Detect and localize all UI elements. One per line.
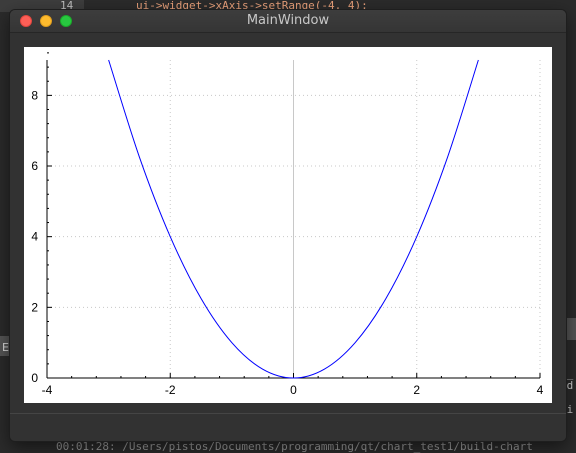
x-tick-label: -4 bbox=[42, 383, 53, 397]
application-output-line: 00:01:28: /Users/pistos/Documents/progra… bbox=[56, 440, 533, 453]
y-tick-label: 6 bbox=[31, 159, 38, 173]
editor-code-line[interactable]: ui->widget->xAxis->setRange(-4, 4); bbox=[136, 0, 368, 12]
maximize-button[interactable] bbox=[60, 15, 72, 27]
grid-lines bbox=[46, 60, 541, 378]
chart: -4 -2 0 2 4 0 2 4 6 8 bbox=[31, 52, 544, 397]
y-tick-label: 0 bbox=[31, 371, 38, 385]
x-tick-label: -2 bbox=[165, 383, 176, 397]
x-tick-label: 2 bbox=[413, 383, 420, 397]
window-title: MainWindow bbox=[246, 13, 330, 28]
x-tick-label: 4 bbox=[537, 383, 544, 397]
series-line bbox=[108, 59, 479, 379]
editor-gutter bbox=[0, 0, 84, 12]
editor-side-panel-left bbox=[0, 336, 10, 356]
y-tick-label: 2 bbox=[31, 300, 38, 314]
editor-side-label-left: E bbox=[2, 341, 9, 354]
minimize-button[interactable] bbox=[40, 15, 52, 27]
editor-side-panel-right bbox=[566, 318, 576, 340]
series-layer bbox=[108, 59, 479, 379]
main-window: MainWindow -4 -2 0 2 4 0 2 4 6 8 bbox=[10, 10, 566, 441]
editor-line-number: 14 bbox=[60, 0, 74, 12]
close-button[interactable] bbox=[20, 15, 32, 27]
y-tick-label: 8 bbox=[31, 88, 38, 102]
status-bar bbox=[10, 413, 566, 441]
title-bar[interactable]: MainWindow bbox=[10, 10, 566, 33]
y-tick-label: 4 bbox=[31, 230, 38, 244]
x-tick-label: 0 bbox=[290, 383, 297, 397]
tick-labels: -4 -2 0 2 4 0 2 4 6 8 bbox=[31, 88, 543, 397]
plot-widget[interactable]: -4 -2 0 2 4 0 2 4 6 8 bbox=[24, 47, 552, 403]
